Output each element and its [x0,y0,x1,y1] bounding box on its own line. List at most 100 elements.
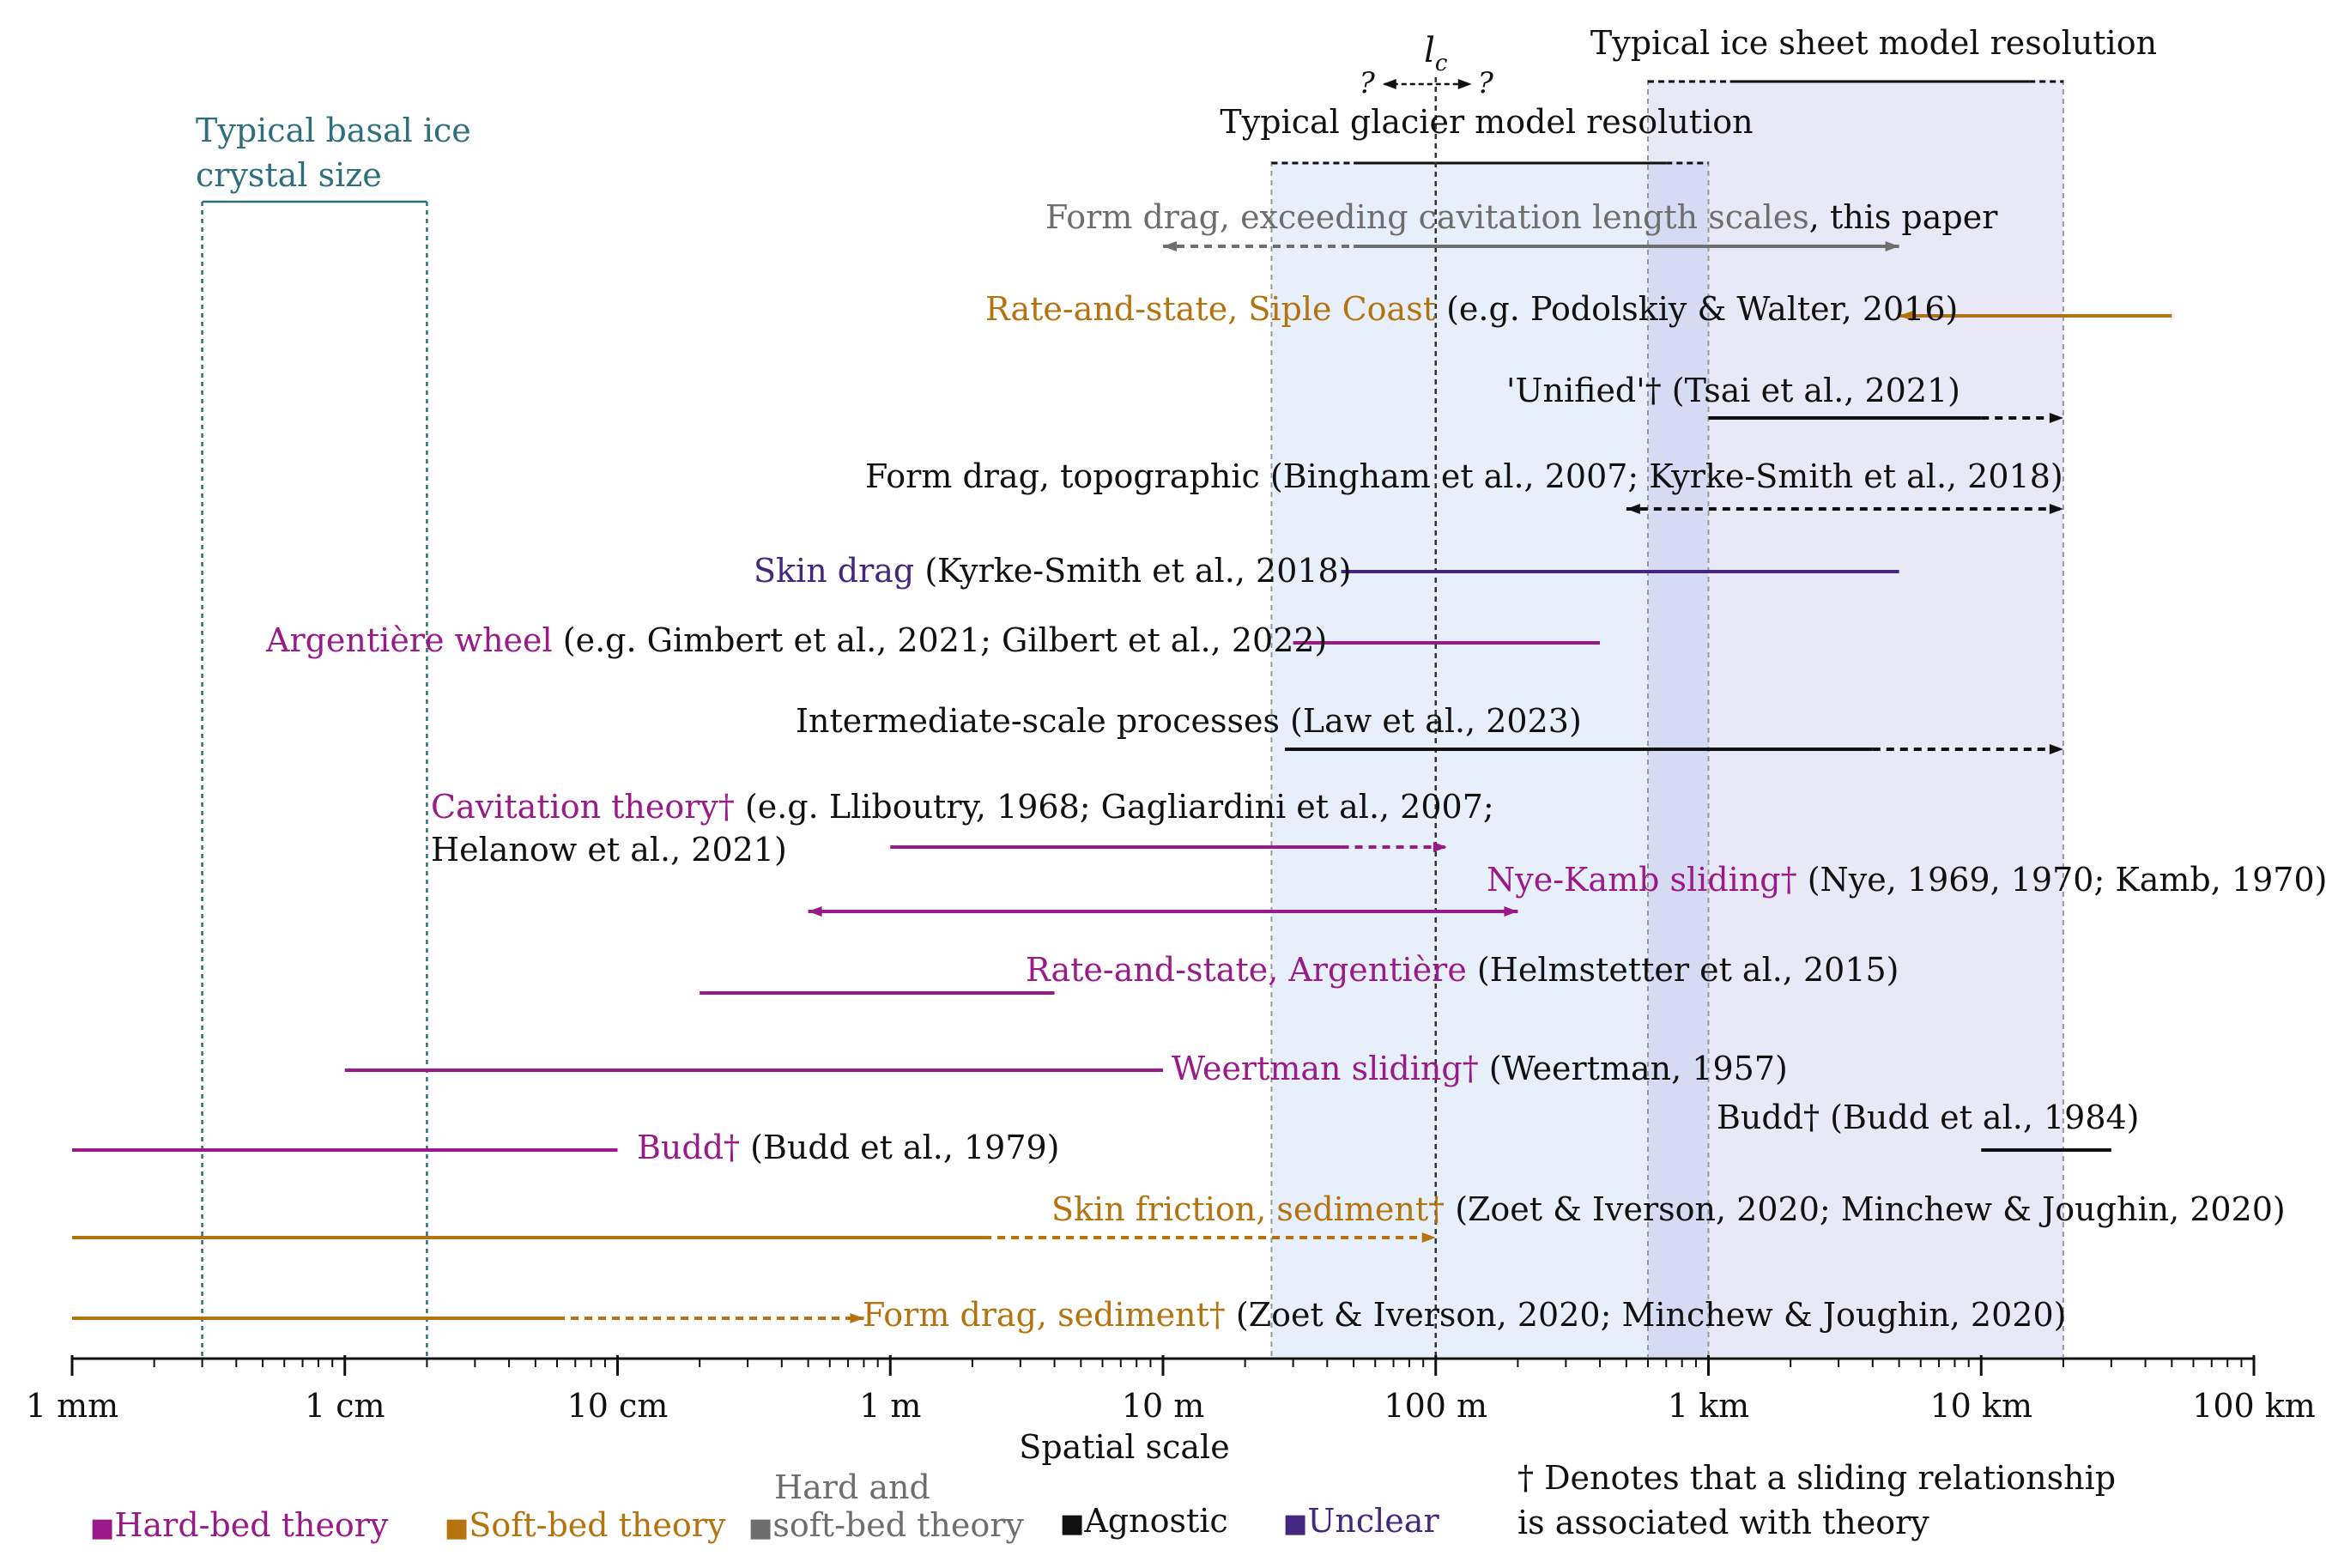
range-label-2: 'Unified'† (Tsai et al., 2021) [1506,372,1960,409]
legend-both-line1: Hard and [774,1468,930,1506]
tick-label: 100 m [1384,1387,1487,1425]
range-label-11: Budd† (Budd et al., 1984) [1717,1099,2140,1136]
legend-soft-bed-text: Soft-bed theory [469,1506,726,1544]
legend-agnostic-marker: ■ [1060,1509,1084,1539]
range-2 [1708,413,2063,423]
range-6 [1285,744,2063,754]
crystal-size-label-line1: Typical basal ice [196,112,471,149]
range-reference: (Kyrke-Smith et al., 2018) [914,552,1351,590]
range-reference: (Bingham et al., 2007; Kyrke-Smith et al… [1260,457,2063,495]
tick-label: 100 km [2192,1387,2316,1425]
range-label-7: Cavitation theory† (e.g. Lliboutry, 1968… [431,788,1494,826]
range-reference: (Zoet & Iverson, 2020; Minchew & Joughin… [1226,1296,2067,1334]
range-name: Argentière wheel [265,621,553,659]
range-label-0: Form drag, exceeding cavitation length s… [1045,198,1998,236]
range-reference: (e.g. Lliboutry, 1968; Gagliardini et al… [735,788,1494,826]
arrowhead [1626,504,1640,514]
icesheet-resolution-band [1648,80,2063,1357]
range-3 [1626,504,2063,514]
range-reference: (Law et al., 2023) [1280,702,1582,740]
range-reference: (e.g. Podolskiy & Walter, 2016) [1436,290,1958,328]
tick-label: 1 km [1668,1387,1749,1425]
tick-label: 1 cm [305,1387,385,1425]
arrowhead [2049,504,2063,514]
arrowhead [1504,906,1518,917]
range-reference: (Weertman, 1957) [1479,1050,1788,1087]
lc-subscript: c [1435,51,1448,76]
range-label-4: Skin drag (Kyrke-Smith et al., 2018) [754,552,1352,590]
range-name: Form drag, sediment† [863,1296,1226,1334]
band-overlap [1648,161,1709,1357]
range-name: Form drag, topographic [865,457,1260,495]
range-label-3: Form drag, topographic (Bingham et al., … [865,457,2063,495]
range-name: Intermediate-scale processes [796,702,1280,740]
range-label-12: Budd† (Budd et al., 1979) [637,1129,1060,1166]
arrowhead [1421,1232,1436,1243]
legend-note-line1: † Denotes that a sliding relationship [1517,1459,2116,1497]
arrowhead [1899,311,1913,321]
range-label-9: Rate-and-state, Argentière (Helmstetter … [1026,951,1899,989]
arrowhead [1457,79,1472,89]
range-name: Skin friction, sediment† [1051,1190,1445,1228]
scale-ranges [72,241,2172,1323]
range-name: Rate-and-state, Argentière [1026,951,1467,989]
x-axis-title: Spatial scale [1019,1428,1229,1466]
model-resolution-bands [1271,80,2063,1357]
tick-label: 1 m [859,1387,921,1425]
crystal-size-label-line2: crystal size [196,156,382,194]
legend-both: ■soft-bed theory [748,1506,1024,1544]
range-name: Rate-and-state, Siple Coast [985,290,1436,328]
range-reference: (e.g. Gimbert et al., 2021; Gilbert et a… [553,621,1328,659]
legend-unclear: ■Unclear [1283,1502,1439,1540]
legend-unclear-text: Unclear [1307,1502,1439,1540]
lc-question-right: ? [1478,66,1494,100]
range-reference: (Nye, 1969, 1970; Kamb, 1970) [1797,861,2326,899]
arrowhead [1885,241,1899,251]
annotations: Typical glacier model resolution Typical … [196,24,2326,1334]
range-name: Weertman sliding† [1172,1050,1479,1087]
arrowhead [2049,744,2063,754]
tick-label: 1 mm [26,1387,118,1425]
arrowhead [2049,413,2063,423]
range-label-7-cont: Helanow et al., 2021) [431,831,787,869]
tick-label: 10 cm [567,1387,669,1425]
range-reference: , this paper [1809,198,1998,236]
tick-label: 10 km [1930,1387,2033,1425]
arrowhead [1163,241,1177,251]
range-reference: (Helmstetter et al., 2015) [1467,951,1899,989]
legend-note-line2: is associated with theory [1517,1504,1929,1541]
arrowhead [1382,79,1396,89]
legend-hard-bed-marker: ■ [90,1513,114,1543]
legend-hard-bed-text: Hard-bed theory [114,1506,389,1544]
range-14 [72,1313,864,1323]
x-axis: 1 mm 1 cm 10 cm 1 m 10 m 100 m 1 km 10 km 100 km… [26,1355,2316,1466]
tick-label: 10 m [1122,1387,1204,1425]
lc-question-left: ? [1360,66,1376,100]
legend-soft-bed: ■Soft-bed theory [445,1506,726,1544]
legend-unclear-marker: ■ [1283,1509,1307,1539]
glacier-resolution-band [1271,161,1709,1357]
legend-agnostic-text: Agnostic [1083,1502,1227,1540]
legend-both-marker: ■ [748,1513,772,1543]
range-label-14: Form drag, sediment† (Zoet & Iverson, 20… [863,1296,2066,1334]
range-name: 'Unified'† [1506,372,1662,409]
range-label-8: Nye-Kamb sliding† (Nye, 1969, 1970; Kamb… [1487,861,2326,899]
range-name: Form drag, exceeding cavitation length s… [1045,198,1809,236]
range-name: Budd† [1717,1099,1820,1136]
arrowhead [850,1313,864,1323]
legend-hard-bed: ■Hard-bed theory [90,1506,389,1544]
guide-lines [201,77,2064,1357]
range-8 [808,906,1518,917]
range-reference: (Zoet & Iverson, 2020; Minchew & Joughin… [1445,1190,2286,1228]
range-label-5: Argentière wheel (e.g. Gimbert et al., 2… [265,621,1327,659]
glacier-resolution-label: Typical glacier model resolution [1220,103,1753,141]
range-name: Nye-Kamb sliding† [1487,861,1797,899]
range-reference: (Tsai et al., 2021) [1662,372,1960,409]
range-13 [72,1232,1436,1243]
range-7 [890,842,1447,852]
range-name: Cavitation theory† [431,788,735,826]
range-0 [1163,241,1899,251]
range-name: Skin drag [754,552,914,590]
